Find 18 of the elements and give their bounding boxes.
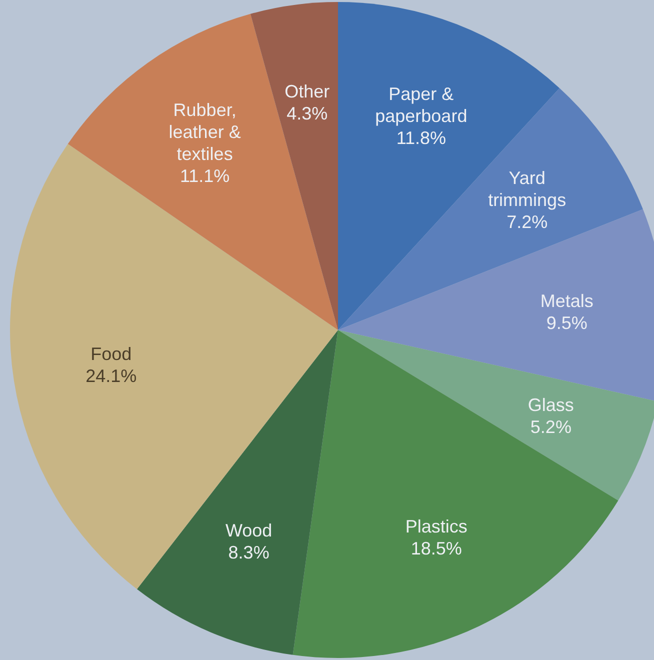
slice-label: Food <box>90 344 132 364</box>
data-label: 11.1% <box>180 166 230 186</box>
slice-label: Rubber, leather & textiles <box>168 100 241 164</box>
data-label: 9.5% <box>546 312 588 333</box>
slice-label: Wood <box>225 520 272 541</box>
data-label: 4.3% <box>286 103 328 124</box>
slice-label: Plastics <box>405 516 468 536</box>
slice-label: Metals <box>540 290 594 311</box>
data-label: 5.2% <box>530 416 572 437</box>
data-label: 24.1% <box>86 366 137 386</box>
data-label: 7.2% <box>506 212 548 232</box>
slice-label: Yard trimmings <box>488 168 566 210</box>
data-label: 18.5% <box>410 538 462 558</box>
slice-label: Other <box>284 81 330 102</box>
data-label: 8.3% <box>228 542 270 563</box>
data-label: 11.8% <box>396 128 446 148</box>
slice-label: Glass <box>528 394 574 415</box>
slice-label: Paper & paperboard <box>375 84 468 126</box>
